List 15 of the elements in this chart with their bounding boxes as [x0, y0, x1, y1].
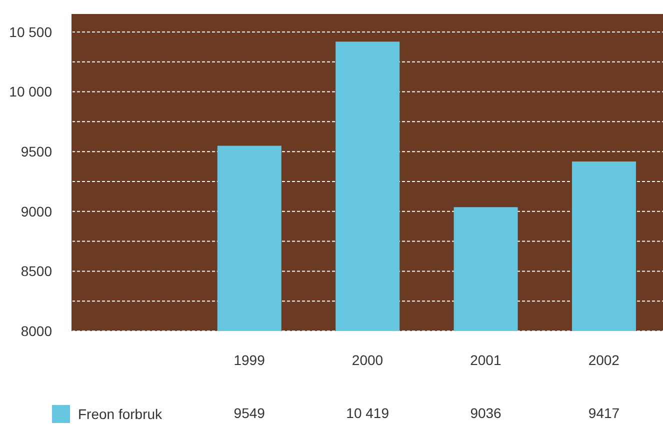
- y-tick-label: 10 500: [9, 24, 52, 40]
- data-label: 9417: [588, 405, 620, 421]
- x-tick-label: 2000: [352, 352, 384, 368]
- data-label: 10 419: [346, 405, 390, 421]
- y-tick-label: 8500: [20, 263, 52, 280]
- y-tick-label: 9500: [20, 144, 52, 160]
- x-tick-label: 2001: [470, 352, 502, 368]
- legend-label: Freon forbruk: [78, 406, 162, 422]
- x-tick-label: 1999: [234, 352, 266, 368]
- y-tick-label: 9000: [20, 203, 52, 220]
- x-tick-label: 2002: [588, 352, 620, 368]
- data-label: 9549: [234, 405, 266, 421]
- y-tick-label: 8000: [20, 322, 52, 339]
- data-label: 9036: [470, 405, 502, 421]
- y-tick-label: 10 000: [9, 84, 52, 100]
